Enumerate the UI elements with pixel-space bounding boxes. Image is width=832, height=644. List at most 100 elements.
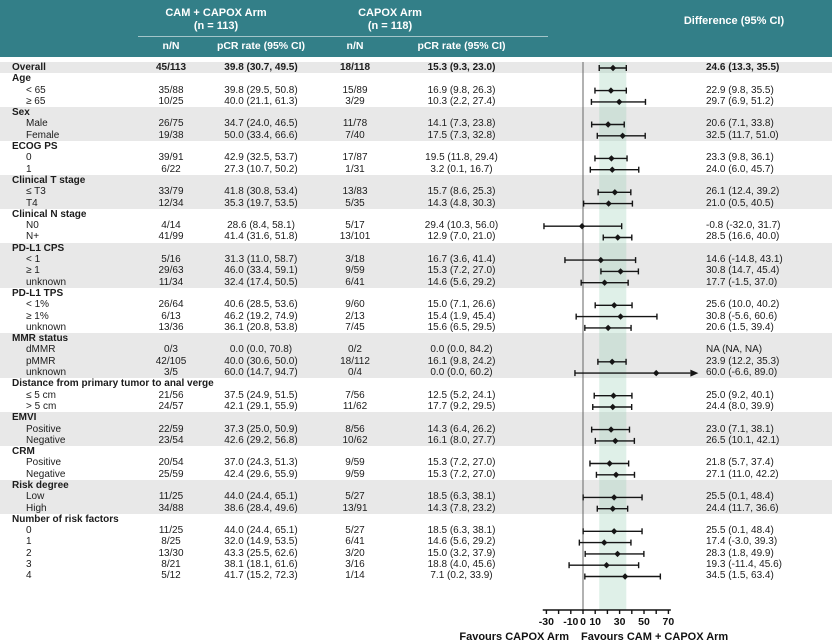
nN-arm1-cell	[142, 333, 200, 344]
pcr-arm2-cell: 0.0 (0.0, 60.2)	[430, 367, 493, 379]
label-cell: ECOG PS	[12, 141, 58, 153]
plot-spacer	[535, 469, 700, 480]
svg-text:-10: -10	[563, 616, 578, 628]
table-row: T4 12/34 35.3 (19.7, 53.5) 5/35 14.3 (4.8, 3…	[0, 197, 832, 209]
label-cell: Clinical N stage	[12, 208, 87, 220]
nN-arm1-cell: 19/38	[158, 129, 184, 141]
pcr-arm1-cell	[200, 243, 322, 254]
pcr-arm1-cell	[200, 73, 322, 84]
pcr-arm2-cell: 17.5 (7.3, 32.8)	[427, 129, 496, 141]
difference-cell	[700, 107, 832, 118]
label-cell: Low	[26, 491, 45, 503]
label-cell: 1	[26, 536, 32, 548]
difference-cell: 27.1 (11.0, 42.2)	[706, 468, 779, 480]
nN-arm2-cell	[322, 378, 388, 389]
nN-arm1-cell: 22/59	[158, 423, 184, 435]
pcr-arm2-cell	[388, 175, 535, 186]
nN-arm2-cell: 6/41	[345, 536, 365, 548]
table-row: EMVI	[0, 412, 832, 424]
label-cell: 0	[26, 152, 32, 164]
plot-spacer	[535, 254, 700, 265]
difference-cell	[700, 333, 832, 344]
pcr-arm2-cell	[388, 288, 535, 299]
nN-arm1-cell: 13/36	[158, 321, 184, 333]
plot-spacer	[535, 243, 700, 254]
pcr-arm1-cell	[200, 288, 322, 299]
nN-arm2-cell: 9/59	[345, 265, 365, 277]
arm1-title: CAM + CAPOX Arm	[165, 7, 267, 19]
pcr-arm2-cell: 15.3 (7.2, 27.0)	[427, 468, 496, 480]
favours-cam-capox-label: Favours CAM + CAPOX Arm	[581, 631, 728, 643]
difference-cell: 25.5 (0.1, 48.4)	[706, 525, 774, 537]
difference-cell	[700, 514, 832, 525]
pcr-arm1-cell: 34.7 (24.0, 46.5)	[224, 118, 298, 130]
nN-arm2-cell: 3/18	[345, 254, 365, 266]
label-cell: < 1%	[26, 299, 50, 311]
arm2-header: CAPOX Arm (n = 118)	[304, 7, 476, 33]
table-row: N+ 41/99 41.4 (31.6, 51.8) 13/101 12.9 (7.0,…	[0, 231, 832, 242]
plot-spacer	[535, 390, 700, 401]
nN-arm2-cell: 5/27	[345, 491, 365, 503]
nN-arm2-cell: 7/40	[345, 129, 365, 141]
nN-arm1-cell	[142, 378, 200, 389]
plot-spacer	[535, 548, 700, 559]
pcr-arm1-cell: 41.4 (31.6, 51.8)	[224, 231, 298, 243]
nN-arm2-cell	[322, 175, 388, 186]
pcr-arm2-cell: 7.1 (0.2, 33.9)	[430, 570, 493, 582]
table-row: 1 8/25 32.0 (14.9, 53.5) 6/41 14.6 (5.6, 29.…	[0, 536, 832, 547]
pcr-arm2-cell: 19.5 (11.8, 29.4)	[425, 152, 498, 164]
pcr-arm2-cell: 15.0 (3.2, 37.9)	[427, 547, 496, 559]
nN-arm1-cell: 20/54	[158, 457, 184, 469]
label-cell: Clinical T stage	[12, 174, 86, 186]
pcr-arm1-cell: 42.1 (29.1, 55.9)	[224, 400, 298, 412]
pcr-arm1-cell	[200, 175, 322, 186]
pcr-arm1-cell: 40.6 (28.5, 53.6)	[224, 299, 298, 311]
label-cell: EMVI	[12, 412, 37, 424]
nN-arm2-cell: 5/27	[345, 525, 365, 537]
pcr-arm1-cell	[200, 412, 322, 423]
label-cell: > 5 cm	[26, 400, 57, 412]
pcr-arm1-cell: 46.0 (33.4, 59.1)	[224, 265, 298, 277]
label-cell: Overall	[12, 62, 46, 73]
nN-arm1-cell: 26/64	[158, 299, 184, 311]
plot-spacer	[535, 525, 700, 536]
nN-arm1-cell: 24/57	[158, 400, 184, 412]
nN-arm2-cell: 13/83	[342, 186, 368, 198]
pcr-arm2-cell	[388, 73, 535, 84]
nN-arm2-cell	[322, 141, 388, 152]
table-row: Positive 22/59 37.3 (25.0, 50.9) 8/56 14.3 (…	[0, 423, 832, 435]
nN-arm2-cell: 18/112	[340, 355, 370, 367]
table-row: PD-L1 CPS	[0, 242, 832, 255]
nN-arm1-cell: 21/56	[158, 389, 184, 401]
table-row: unknown 3/5 60.0 (14.7, 94.7) 0/4 0.0 (0.0, …	[0, 367, 832, 379]
difference-cell: 14.6 (-14.8, 43.1)	[706, 254, 783, 266]
pcr-arm2-cell	[388, 209, 535, 220]
nN-arm2-cell	[322, 73, 388, 84]
difference-cell: 28.3 (1.8, 49.9)	[706, 547, 774, 559]
label-cell: PD-L1 TPS	[12, 287, 64, 299]
x-axis	[542, 609, 671, 614]
difference-cell: 19.3 (-11.4, 45.6)	[706, 559, 782, 571]
nN-arm1-cell: 33/79	[158, 186, 184, 198]
plot-spacer	[535, 175, 700, 186]
nN-arm2-cell: 11/62	[342, 400, 368, 412]
nN-arm1-cell: 34/88	[158, 502, 184, 514]
plot-spacer	[535, 299, 700, 310]
difference-cell: 17.4 (-3.0, 39.3)	[706, 536, 778, 548]
plot-spacer	[535, 536, 700, 547]
arm2-sample-size: (n = 118)	[367, 20, 413, 32]
difference-cell: 23.9 (12.2, 35.3)	[706, 355, 780, 367]
label-cell: Sex	[12, 107, 30, 119]
plot-spacer	[535, 220, 700, 231]
plot-spacer	[535, 311, 700, 322]
label-cell: T4	[26, 197, 38, 209]
nN-arm2-cell: 1/14	[345, 570, 365, 582]
plot-spacer	[535, 152, 700, 163]
pcr-arm2-cell: 18.5 (6.3, 38.1)	[427, 491, 496, 503]
nN-arm1-cell: 23/54	[158, 434, 184, 446]
difference-cell: 26.1 (12.4, 39.2)	[706, 186, 780, 198]
table-row: < 1% 26/64 40.6 (28.5, 53.6) 9/60 15.0 (7.1,…	[0, 299, 832, 310]
nN-arm1-cell: 10/25	[158, 95, 184, 107]
nN-arm2-cell: 15/89	[342, 84, 368, 96]
table-row: Female 19/38 50.0 (33.4, 66.6) 7/40 17.5 (7.…	[0, 129, 832, 142]
